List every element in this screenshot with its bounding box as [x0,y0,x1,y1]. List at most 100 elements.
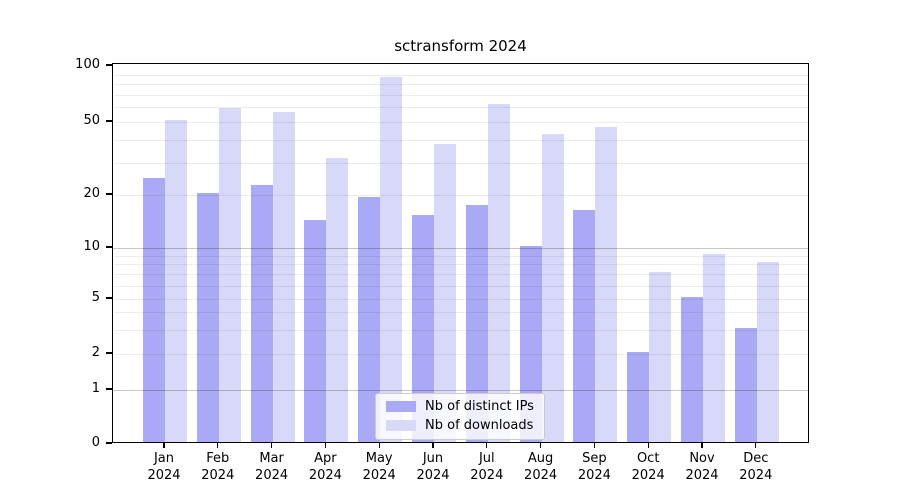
x-tick-year: 2024 [631,467,665,483]
x-tick-label: Apr 2024 [290,451,360,484]
gridline-minor [113,255,808,257]
gridline-minor [113,312,808,314]
chart-title: sctransform 2024 [394,37,527,55]
x-tick-label: Mar 2024 [237,451,307,484]
gridline-minor [113,285,808,287]
x-tick-mark [324,443,327,448]
y-tick-label: 1 [91,381,100,396]
gridline-minor [113,122,808,123]
legend-label-downloads: Nb of downloads [425,418,534,433]
x-tick-mark [163,443,165,448]
gridline-minor [113,354,808,355]
x-tick-year: 2024 [685,467,719,483]
bar-downloads-apr [326,158,349,442]
y-tick-mark [106,297,112,299]
x-tick-label: Jul 2024 [452,451,522,484]
x-tick-mark [270,443,273,448]
bar-downloads-feb [218,108,241,442]
bar-distinct-ips-sep [573,210,596,442]
y-tick-label: 20 [83,186,100,201]
x-tick-label: May 2024 [344,451,414,484]
legend-label-distinct-ips: Nb of distinct IPs [425,399,534,414]
gridline-minor [113,195,808,196]
legend-item-downloads: Nb of downloads [386,418,534,433]
bar-downloads-nov [703,253,725,442]
x-tick-month: Nov [689,451,715,466]
x-tick-mark [593,443,596,448]
gridline-minor [113,139,808,141]
x-tick-label: Dec 2024 [721,451,791,484]
bar-distinct-ips-oct [627,352,650,442]
x-tick-year: 2024 [416,467,450,483]
x-tick-month: Feb [206,451,230,466]
bar-downloads-dec [756,262,779,442]
bar-distinct-ips-jul [465,205,488,442]
gridline-minor [113,274,808,276]
bar-downloads-aug [541,133,564,442]
x-tick-mark [378,443,380,448]
bar-downloads-sep [595,126,618,442]
bar-distinct-ips-jan [143,178,165,442]
y-tick-label: 100 [75,57,100,72]
x-tick-mark [217,443,219,448]
x-tick-month: Sep [582,451,607,466]
y-tick-label: 10 [83,239,100,254]
x-tick-mark [647,443,649,448]
legend: Nb of distinct IPs Nb of downloads [375,393,545,440]
gridline-major [113,248,808,249]
y-tick-mark [106,64,112,66]
x-tick-month: May [365,451,393,466]
bar-downloads-may [380,77,403,442]
bar-distinct-ips-jun [412,215,434,442]
gridline-minor [113,264,808,266]
plot-area [112,63,809,443]
x-tick-month: Mar [259,451,284,466]
bar-distinct-ips-nov [681,297,703,442]
gridline-minor [113,329,808,331]
gridline-major [113,390,808,391]
x-tick-year: 2024 [147,467,181,483]
x-tick-year: 2024 [362,467,396,483]
y-tick-label: 50 [83,113,100,128]
x-tick-mark [486,443,488,448]
x-tick-mark [432,443,434,448]
bar-distinct-ips-mar [250,185,273,442]
x-tick-month: Jun [422,451,444,466]
x-tick-mark [539,443,542,448]
gridline-minor [113,162,808,164]
x-tick-mark [755,443,757,448]
x-tick-label: Sep 2024 [559,451,629,484]
x-tick-label: Oct 2024 [613,451,683,484]
x-tick-label: Feb 2024 [183,451,253,484]
x-tick-mark [701,443,703,448]
gridline-minor [113,299,808,300]
x-tick-label: Nov 2024 [667,451,737,484]
x-tick-year: 2024 [201,467,235,483]
x-tick-month: Aug [527,451,554,466]
gridline-minor [113,94,808,96]
bar-distinct-ips-apr [304,220,327,442]
x-tick-label: Aug 2024 [506,451,576,484]
x-tick-label: Jun 2024 [398,451,468,484]
legend-item-distinct-ips: Nb of distinct IPs [386,399,534,414]
y-tick-mark [106,388,112,390]
gridline-minor [113,107,808,109]
x-tick-month: Jul [478,451,495,466]
legend-swatch-downloads [386,420,416,431]
bar-downloads-jun [434,144,456,442]
x-tick-year: 2024 [524,467,558,483]
bar-downloads-jan [165,120,187,442]
bar-downloads-mar [272,112,295,442]
x-tick-year: 2024 [255,467,289,483]
y-tick-label: 5 [91,290,100,305]
y-tick-label: 2 [91,345,100,360]
gridline-minor [113,74,808,76]
x-tick-month: Dec [743,451,769,466]
bar-downloads-jul [487,103,510,442]
x-tick-label: Jan 2024 [129,451,199,484]
x-tick-year: 2024 [739,467,773,483]
x-tick-year: 2024 [308,467,342,483]
x-tick-year: 2024 [577,467,611,483]
y-tick-mark [106,246,112,248]
